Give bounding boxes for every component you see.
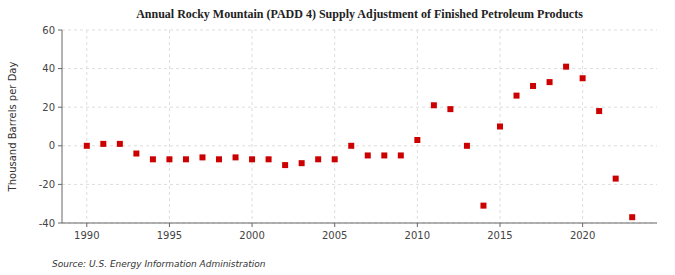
y-tick [58,145,62,146]
point [530,83,536,89]
y-grid-line [62,30,657,31]
point [216,156,222,162]
y-grid-line [62,145,657,146]
point [348,143,354,149]
point [414,137,420,143]
point [580,75,586,81]
point [133,151,139,157]
point [547,79,553,85]
point [249,156,255,162]
y-grid-line [62,184,657,185]
x-tick-label: 1995 [157,230,182,241]
point [629,214,635,220]
y-tick-label: 0 [49,140,55,151]
point [166,156,172,162]
page-body: {"chart_data": {"type": "scatter", "titl… [0,0,675,275]
x-tick-label: 2000 [239,230,264,241]
point [514,93,520,99]
y-tick-label: 40 [42,63,55,74]
y-tick [58,68,62,69]
x-tick [582,223,583,227]
point [117,141,123,147]
x-axis-line [62,223,657,224]
y-tick-label: -40 [39,218,55,229]
y-tick-label: 60 [42,25,55,36]
point [497,124,503,130]
point [563,64,569,70]
x-tick [417,223,418,227]
x-grid-line [252,30,253,223]
point [381,152,387,158]
x-tick-label: 2015 [487,230,512,241]
x-grid-line [417,30,418,223]
x-tick-label: 2010 [405,230,430,241]
point [464,143,470,149]
point [447,106,453,112]
x-tick-label: 2005 [322,230,347,241]
x-tick [499,223,500,227]
point [480,203,486,209]
source-annotation: Source: U.S. Energy Information Administ… [52,259,266,269]
x-tick-label: 2020 [570,230,595,241]
y-tick [58,223,62,224]
point [398,152,404,158]
y-tick-label: -20 [39,179,55,190]
x-grid-line [169,30,170,223]
point [150,156,156,162]
point [613,176,619,182]
point [183,156,189,162]
point [596,108,602,114]
y-tick-label: 20 [42,102,55,113]
title: Annual Rocky Mountain (PADD 4) Supply Ad… [136,7,583,21]
y-axis-line [62,30,63,223]
x-grid-line [334,30,335,223]
x-tick [334,223,335,227]
point [315,156,321,162]
x-grid-line [582,30,583,223]
grid [62,30,657,223]
point [199,154,205,160]
point [84,143,90,149]
axes: -40 -20 0 20 40 60 1990 1995 2000 2005 2010 2015 202… [39,25,657,242]
point [282,162,288,168]
point [100,141,106,147]
y-tick [58,30,62,31]
point [332,156,338,162]
x-tick-label: 1990 [74,230,99,241]
page: Chart html, body { margin: 0; padding: 0… [0,0,675,275]
point [365,152,371,158]
y-tick [58,107,62,108]
points [84,64,635,221]
point [233,154,239,160]
x-tick [86,223,87,227]
point [299,160,305,166]
y-tick [58,184,62,185]
x-grid-line [86,30,87,223]
x-tick [169,223,170,227]
point [266,156,272,162]
chart-container: Annual Rocky Mountain (PADD 4) Supply Ad… [0,0,675,275]
y-grid-line [62,223,657,224]
x-tick [252,223,253,227]
chart-svg: Annual Rocky Mountain (PADD 4) Supply Ad… [0,0,675,275]
y-grid-line [62,107,657,108]
point [431,102,437,108]
y-axis-label: Thousand Barrels per Day [7,62,18,193]
